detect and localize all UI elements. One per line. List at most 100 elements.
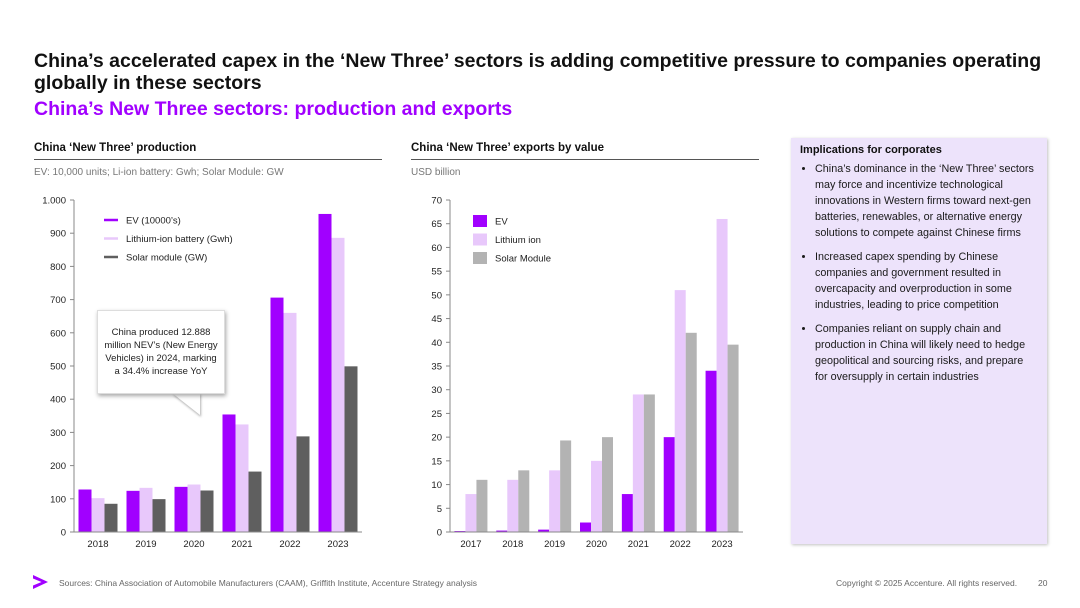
production-bar-solar-module-gw--2023: [344, 366, 358, 532]
exports-bar-solar-module-2022: [685, 332, 697, 532]
production-bar-solar-module-gw--2018: [104, 503, 118, 532]
implications-panel: Implications for corporates China’s domi…: [791, 138, 1047, 544]
exports-legend-label: Lithium ion: [495, 235, 541, 246]
slide-title: China’s accelerated capex in the ‘New Th…: [34, 50, 1042, 94]
production-legend-label: Lithium-ion battery (Gwh): [126, 234, 233, 245]
production-x-tick-label: 2020: [183, 539, 204, 550]
production-x-tick-label: 2021: [231, 539, 252, 550]
exports-bar-ev-2019: [538, 529, 550, 532]
production-x-tick-label: 2023: [327, 539, 348, 550]
production-y-tick-label: 600: [50, 328, 66, 339]
production-callout: China produced 12.888 million NEV’s (New…: [97, 310, 225, 394]
exports-y-tick-label: 55: [431, 267, 442, 278]
exports-y-tick-label: 60: [431, 243, 442, 254]
callout-pointer: [172, 393, 200, 415]
implications-title: Implications for corporates: [800, 144, 942, 156]
exports-legend-swatch: [473, 215, 487, 227]
footer-sources: Sources: China Association of Automobile…: [59, 578, 477, 588]
production-y-tick-label: 200: [50, 461, 66, 472]
exports-x-tick-label: 2023: [712, 539, 733, 550]
production-bar-ev-10000-s--2019: [126, 490, 140, 532]
production-y-tick-label: 0: [61, 528, 66, 539]
production-y-tick-label: 900: [50, 229, 66, 240]
exports-y-tick-label: 5: [437, 504, 442, 515]
production-bar-lithium-ion-battery-gwh--2018: [91, 498, 105, 532]
exports-y-tick-label: 40: [431, 338, 442, 349]
production-bar-ev-10000-s--2021: [222, 414, 236, 532]
production-legend-label: Solar module (GW): [126, 253, 207, 264]
production-x-tick-label: 2019: [135, 539, 156, 550]
slide-subtitle: China’s New Three sectors: production an…: [34, 98, 513, 120]
production-y-tick-label: 800: [50, 262, 66, 273]
exports-bar-ev-2018: [496, 530, 508, 532]
exports-x-tick-label: 2021: [628, 539, 649, 550]
exports-bar-solar-module-2023: [727, 344, 739, 532]
exports-bar-solar-module-2019: [560, 440, 572, 532]
production-bar-lithium-ion-battery-gwh--2020: [187, 484, 201, 532]
exports-y-tick-label: 65: [431, 219, 442, 230]
exports-y-tick-label: 70: [431, 196, 442, 207]
production-bar-lithium-ion-battery-gwh--2021: [235, 424, 249, 532]
exports-y-tick-label: 45: [431, 314, 442, 325]
exports-bar-lithium-ion-2020: [591, 460, 602, 532]
exports-x-tick-label: 2022: [670, 539, 691, 550]
production-bar-lithium-ion-battery-gwh--2019: [139, 487, 153, 532]
exports-y-tick-label: 20: [431, 433, 442, 444]
production-y-tick-label: 300: [50, 428, 66, 439]
page-number: 20: [1038, 578, 1048, 588]
exports-bar-lithium-ion-2022: [674, 290, 686, 532]
exports-bar-lithium-ion-2023: [716, 218, 728, 532]
exports-bar-lithium-ion-2019: [549, 470, 561, 532]
implications-list: China’s dominance in the ‘New Three’ sec…: [800, 161, 1037, 385]
production-legend-label: EV (10000’s): [126, 216, 181, 227]
production-bar-solar-module-gw--2020: [200, 490, 214, 532]
implication-item: Increased capex spending by Chinese comp…: [815, 249, 1037, 313]
production-y-tick-label: 700: [50, 295, 66, 306]
production-x-tick-label: 2018: [87, 539, 108, 550]
callout-text: China produced 12.888 million NEV’s (New…: [104, 327, 218, 377]
production-bar-ev-10000-s--2020: [174, 486, 188, 532]
exports-x-tick-label: 2020: [586, 539, 607, 550]
production-bar-solar-module-gw--2022: [296, 436, 310, 532]
exports-bar-solar-module-2018: [518, 470, 530, 532]
production-chart-subtitle: EV: 10,000 units; Li-ion battery: Gwh; S…: [34, 167, 284, 178]
exports-y-tick-label: 50: [431, 290, 442, 301]
production-bar-lithium-ion-battery-gwh--2023: [331, 237, 345, 532]
production-y-tick-label: 400: [50, 395, 66, 406]
exports-y-tick-label: 25: [431, 409, 442, 420]
production-chart-title: China ‘New Three’ production: [34, 142, 382, 160]
exports-y-tick-label: 35: [431, 362, 442, 373]
production-y-tick-label: 1.000: [42, 196, 66, 207]
exports-bar-solar-module-2017: [476, 479, 488, 532]
production-bar-solar-module-gw--2021: [248, 471, 262, 532]
exports-legend-swatch: [473, 252, 487, 264]
production-y-tick-label: 100: [50, 494, 66, 505]
exports-bar-ev-2022: [663, 437, 675, 532]
exports-bar-ev-2020: [580, 522, 591, 532]
exports-y-tick-label: 10: [431, 480, 442, 491]
production-y-tick-label: 500: [50, 362, 66, 373]
production-bar-ev-10000-s--2023: [318, 213, 332, 532]
production-bar-ev-10000-s--2022: [270, 297, 284, 532]
implication-item: Companies reliant on supply chain and pr…: [815, 321, 1037, 385]
production-x-tick-label: 2022: [279, 539, 300, 550]
exports-y-tick-label: 0: [437, 528, 442, 539]
exports-bar-ev-2023: [705, 370, 717, 532]
exports-y-tick-label: 15: [431, 456, 442, 467]
exports-x-tick-label: 2017: [460, 539, 481, 550]
exports-bar-lithium-ion-2021: [632, 394, 644, 532]
exports-bar-lithium-ion-2018: [507, 479, 519, 532]
production-bar-lithium-ion-battery-gwh--2022: [283, 312, 297, 532]
exports-x-tick-label: 2019: [544, 539, 565, 550]
accenture-logo-icon: [33, 575, 48, 589]
exports-bar-ev-2021: [621, 494, 633, 532]
exports-bar-solar-module-2020: [602, 437, 613, 532]
exports-chart-subtitle: USD billion: [411, 167, 461, 178]
exports-y-tick-label: 30: [431, 385, 442, 396]
exports-bar-lithium-ion-2017: [465, 494, 477, 532]
production-bar-ev-10000-s--2018: [78, 489, 92, 532]
implication-item: China’s dominance in the ‘New Three’ sec…: [815, 161, 1037, 241]
production-bar-solar-module-gw--2019: [152, 499, 166, 532]
exports-legend-label: EV: [495, 217, 508, 228]
exports-bar-solar-module-2021: [643, 394, 655, 532]
